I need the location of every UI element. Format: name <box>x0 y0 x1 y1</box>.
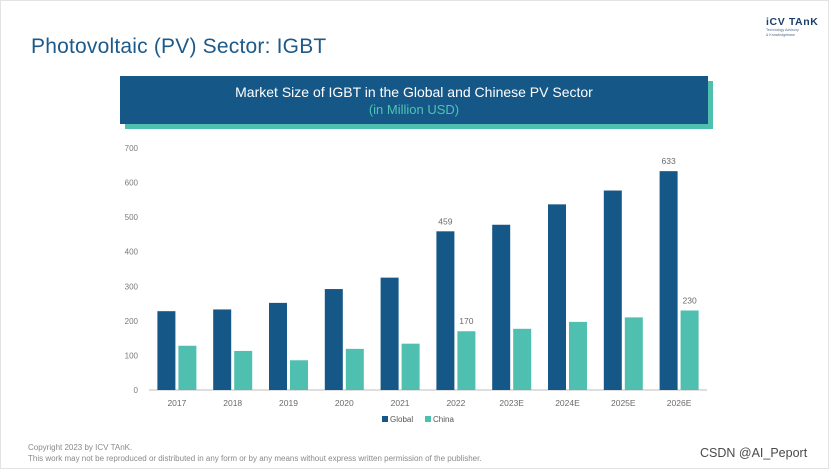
x-tick-label-2023E: 2023E <box>499 398 524 408</box>
bar-china-2020 <box>345 348 364 390</box>
bar-china-2019 <box>290 360 308 390</box>
x-tick-label-2017: 2017 <box>167 398 186 408</box>
data-label-china-2026E: 230 <box>683 295 697 305</box>
chart-subtitle: (in Million USD) <box>368 102 460 117</box>
logo-tagline-2: & Knowledgebase <box>766 32 795 37</box>
bar-global-2020 <box>324 289 343 390</box>
legend-swatch-global <box>382 416 388 422</box>
x-tick-label-2018: 2018 <box>223 398 242 408</box>
copyright-line-2: This work may not be reproduced or distr… <box>28 454 482 463</box>
x-tick-label-2024E: 2024E <box>555 398 580 408</box>
logo-name: iCV TAnK <box>766 16 819 28</box>
bar-global-2019 <box>269 302 287 390</box>
x-tick-label-2026E: 2026E <box>667 398 692 408</box>
bar-china-2017 <box>178 345 197 390</box>
copyright-notice: Copyright 2023 by ICV TAnK. This work ma… <box>28 442 482 464</box>
chart-banner: Market Size of IGBT in the Global and Ch… <box>120 76 708 124</box>
y-tick-label-600: 600 <box>125 179 139 188</box>
bar-global-2022 <box>436 231 455 390</box>
y-tick-label-700: 700 <box>125 144 139 153</box>
logo: iCV TAnK Technology Advisory & Knowledge… <box>766 16 826 37</box>
x-tick-label-2022: 2022 <box>446 398 465 408</box>
y-tick-label-100: 100 <box>125 351 139 360</box>
x-tick-label-2019: 2019 <box>279 398 298 408</box>
bar-china-2025E <box>624 317 643 390</box>
chart-title: Market Size of IGBT in the Global and Ch… <box>235 84 593 100</box>
data-label-global-2026E: 633 <box>662 156 676 166</box>
copyright-line-1: Copyright 2023 by ICV TAnK. <box>28 443 133 452</box>
bar-china-2018 <box>234 350 253 390</box>
bar-global-2025E <box>603 190 622 390</box>
bar-global-2023E <box>492 224 511 390</box>
y-tick-label-300: 300 <box>125 282 139 291</box>
data-label-global-2022: 459 <box>438 216 452 226</box>
x-tick-label-2021: 2021 <box>391 398 410 408</box>
y-tick-label-500: 500 <box>125 213 139 222</box>
logo-tagline-1: Technology Advisory <box>766 28 799 32</box>
page-title: Photovoltaic (PV) Sector: IGBT <box>31 35 327 58</box>
bar-china-2022 <box>457 331 476 390</box>
y-tick-label-400: 400 <box>125 248 139 257</box>
bar-china-2023E <box>513 328 532 390</box>
bar-china-2021 <box>401 343 420 390</box>
y-tick-label-200: 200 <box>125 317 139 326</box>
bar-global-2018 <box>213 309 232 390</box>
bar-global-2026E <box>659 171 678 390</box>
legend-swatch-china <box>425 416 431 422</box>
legend-label-global: Global <box>390 415 413 424</box>
bar-china-2024E <box>569 321 587 390</box>
bar-global-2024E <box>548 204 566 390</box>
x-tick-label-2025E: 2025E <box>611 398 636 408</box>
bar-global-2021 <box>380 277 399 390</box>
bar-global-2017 <box>157 311 176 390</box>
watermark: CSDN @AI_Peport <box>700 446 808 460</box>
legend-label-china: China <box>433 415 454 424</box>
y-tick-label-0: 0 <box>134 386 139 395</box>
data-label-china-2022: 170 <box>459 316 473 326</box>
x-tick-label-2020: 2020 <box>335 398 354 408</box>
bar-china-2026E <box>680 310 699 390</box>
